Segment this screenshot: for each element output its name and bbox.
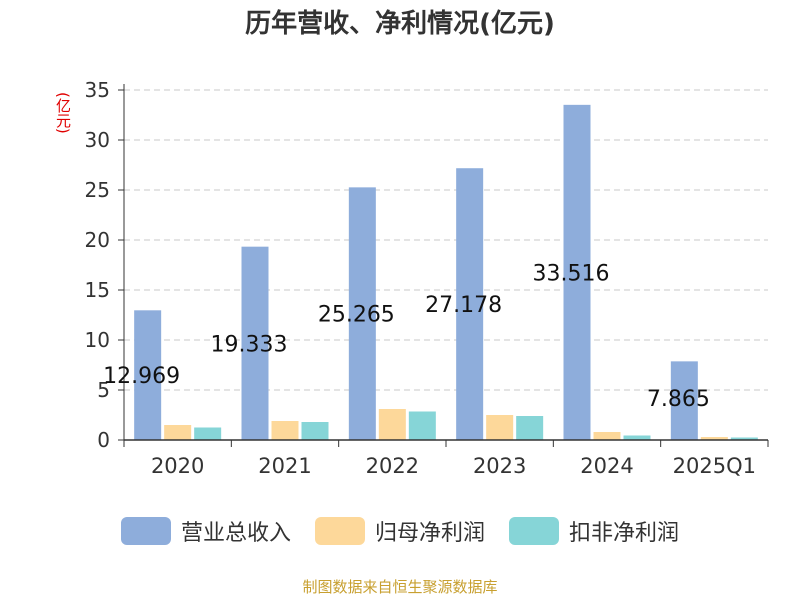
y-tick-label: 20 xyxy=(85,228,110,252)
y-tick-label: 5 xyxy=(97,378,110,402)
legend-item-deducted-net-profit[interactable]: 扣非净利润 xyxy=(509,515,679,547)
data-label: 25.265 xyxy=(318,303,395,328)
bar xyxy=(241,246,269,440)
data-labels: 12.969 19.333 25.265 27.178 33.516 7.865 xyxy=(103,261,710,412)
data-label: 27.178 xyxy=(425,293,502,318)
x-tick-label: 2021 xyxy=(258,454,311,478)
bar xyxy=(456,168,484,440)
y-tick-label: 10 xyxy=(85,328,110,352)
x-tick-label: 2022 xyxy=(366,454,419,478)
bar xyxy=(700,437,728,440)
legend-swatch-net-profit xyxy=(314,517,365,545)
legend-swatch-deducted-net-profit xyxy=(509,517,559,545)
bar xyxy=(486,415,514,440)
bar xyxy=(301,422,329,440)
bar xyxy=(134,310,162,440)
bar xyxy=(194,427,222,440)
data-label: 33.516 xyxy=(533,261,610,286)
legend-item-net-profit[interactable]: 归母净利润 xyxy=(314,515,485,547)
legend-swatch-revenue xyxy=(120,517,171,545)
y-axis-unit-label: (亿元) xyxy=(54,92,72,134)
bar xyxy=(164,425,192,440)
y-tick-label: 25 xyxy=(85,178,110,202)
x-tick-label: 2020 xyxy=(151,454,204,478)
bars xyxy=(134,104,758,440)
bar xyxy=(623,435,651,440)
legend-label-revenue: 营业总收入 xyxy=(180,521,291,546)
bar xyxy=(378,409,406,440)
bar xyxy=(271,421,299,440)
bar xyxy=(593,432,621,440)
y-tick-label: 30 xyxy=(85,128,110,152)
source-note: 制图数据来自恒生聚源数据库 xyxy=(302,578,498,596)
legend-label-deducted-net-profit: 扣非净利润 xyxy=(569,521,680,546)
bar xyxy=(516,416,544,440)
x-tick-label: 2023 xyxy=(473,454,526,478)
data-label: 7.865 xyxy=(647,387,710,412)
legend: 营业总收入 归母净利润 扣非净利润 xyxy=(0,515,800,547)
legend-label-net-profit: 归母净利润 xyxy=(374,521,485,546)
x-tick-label: 2024 xyxy=(580,454,633,478)
y-tick-label: 15 xyxy=(85,278,110,302)
bar xyxy=(563,104,591,440)
data-label: 12.969 xyxy=(103,364,180,389)
y-axis: 0 5 10 15 20 25 30 35 xyxy=(85,78,125,452)
gridlines xyxy=(124,89,768,391)
x-axis: 2020 2021 2022 2023 2024 2025Q1 xyxy=(123,439,769,478)
y-tick-label: 0 xyxy=(97,428,110,452)
bar xyxy=(730,437,758,440)
data-label: 19.333 xyxy=(211,332,288,357)
bar xyxy=(348,187,376,440)
legend-item-revenue[interactable]: 营业总收入 xyxy=(120,515,291,547)
y-tick-label: 35 xyxy=(85,78,110,102)
chart-title: 历年营收、净利情况(亿元) xyxy=(245,9,555,39)
bar xyxy=(670,361,698,440)
bar xyxy=(408,411,436,440)
x-tick-label: 2025Q1 xyxy=(673,454,756,478)
